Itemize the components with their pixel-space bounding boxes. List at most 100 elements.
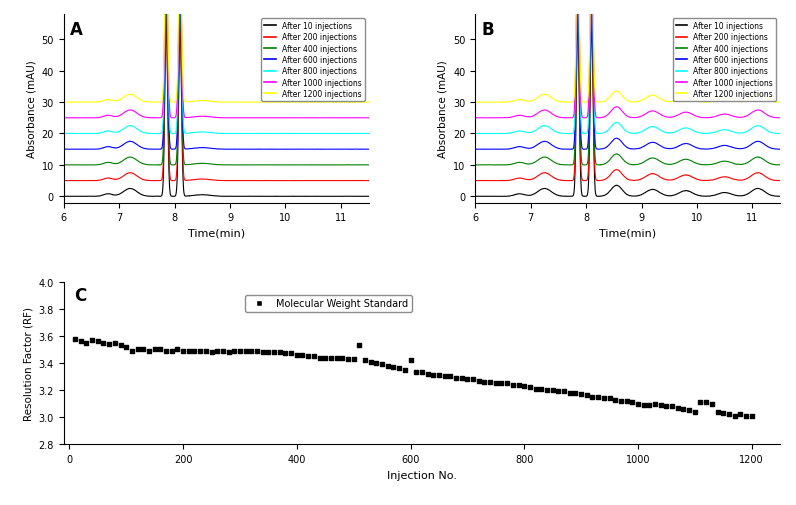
Point bbox=[404, 357, 417, 365]
Point bbox=[546, 386, 559, 394]
Point bbox=[392, 365, 405, 373]
Point bbox=[564, 389, 576, 397]
Point bbox=[200, 347, 213, 355]
Point bbox=[717, 409, 730, 417]
Point bbox=[671, 404, 684, 412]
Point bbox=[97, 339, 110, 347]
X-axis label: Time(min): Time(min) bbox=[599, 228, 656, 238]
Point bbox=[319, 354, 332, 362]
Point bbox=[240, 347, 252, 355]
Point bbox=[211, 347, 224, 355]
Point bbox=[205, 348, 218, 357]
Point bbox=[182, 347, 195, 355]
Point bbox=[256, 348, 269, 357]
Point bbox=[734, 411, 747, 419]
Point bbox=[347, 355, 360, 363]
Point bbox=[694, 398, 707, 407]
Point bbox=[638, 401, 650, 409]
Point bbox=[580, 392, 593, 400]
Point bbox=[569, 389, 582, 397]
Point bbox=[148, 345, 161, 353]
Point bbox=[700, 398, 712, 407]
Point bbox=[466, 375, 479, 383]
Point bbox=[728, 412, 741, 420]
Point bbox=[495, 379, 508, 387]
Point bbox=[166, 347, 178, 355]
Point bbox=[512, 381, 525, 389]
Point bbox=[359, 357, 372, 365]
Point bbox=[336, 354, 349, 362]
Point bbox=[427, 371, 439, 379]
Point bbox=[142, 347, 155, 355]
Point bbox=[370, 359, 383, 367]
Point bbox=[222, 348, 235, 357]
Point bbox=[291, 351, 303, 359]
Point bbox=[723, 411, 736, 419]
Point bbox=[114, 341, 127, 349]
Point bbox=[233, 347, 246, 355]
Point bbox=[540, 386, 553, 394]
Point bbox=[399, 366, 412, 374]
Point bbox=[745, 412, 758, 420]
Point bbox=[80, 339, 93, 347]
Point bbox=[313, 354, 326, 362]
Point bbox=[472, 377, 485, 385]
Text: C: C bbox=[75, 287, 87, 305]
Point bbox=[484, 378, 497, 386]
Point bbox=[591, 393, 604, 401]
Point bbox=[126, 347, 139, 355]
Point bbox=[444, 373, 457, 381]
Point bbox=[86, 336, 99, 344]
Point bbox=[341, 355, 354, 363]
Point bbox=[535, 385, 548, 393]
Point bbox=[154, 345, 166, 353]
Point bbox=[643, 401, 656, 409]
Point bbox=[410, 369, 423, 377]
Point bbox=[558, 387, 571, 395]
X-axis label: Injection No.: Injection No. bbox=[387, 470, 457, 480]
Point bbox=[416, 369, 428, 377]
Point bbox=[461, 375, 474, 383]
Point bbox=[267, 348, 280, 357]
Point bbox=[626, 398, 638, 407]
Point bbox=[552, 387, 564, 395]
Point bbox=[279, 349, 292, 358]
X-axis label: Time(min): Time(min) bbox=[188, 228, 244, 238]
Point bbox=[575, 390, 587, 398]
Point bbox=[273, 348, 286, 357]
Point bbox=[103, 340, 115, 348]
Point bbox=[654, 401, 667, 409]
Point bbox=[296, 351, 309, 359]
Point bbox=[68, 335, 81, 343]
Point bbox=[524, 383, 537, 391]
Point bbox=[506, 381, 519, 389]
Point bbox=[302, 352, 314, 361]
Point bbox=[353, 341, 365, 349]
Point bbox=[450, 374, 462, 382]
Point bbox=[683, 407, 696, 415]
Point bbox=[711, 408, 724, 416]
Text: B: B bbox=[482, 21, 494, 39]
Point bbox=[387, 363, 400, 371]
Point bbox=[705, 400, 718, 408]
Point bbox=[365, 358, 377, 366]
Point bbox=[193, 347, 206, 355]
Point bbox=[177, 347, 189, 355]
Point bbox=[518, 382, 531, 390]
Point bbox=[631, 400, 644, 408]
Point bbox=[439, 373, 451, 381]
Text: A: A bbox=[70, 21, 83, 39]
Point bbox=[160, 347, 173, 355]
Point bbox=[609, 396, 622, 404]
Point bbox=[586, 393, 599, 401]
Y-axis label: Resolution Factor (RF): Resolution Factor (RF) bbox=[23, 307, 33, 420]
Point bbox=[501, 379, 513, 387]
Point bbox=[689, 408, 701, 416]
Point bbox=[490, 379, 502, 387]
Point bbox=[74, 337, 87, 345]
Point bbox=[307, 352, 320, 361]
Legend: After 10 injections, After 200 injections, After 400 injections, After 600 injec: After 10 injections, After 200 injection… bbox=[673, 19, 776, 102]
Point bbox=[120, 343, 133, 351]
Point bbox=[739, 412, 752, 420]
Point bbox=[137, 345, 150, 353]
